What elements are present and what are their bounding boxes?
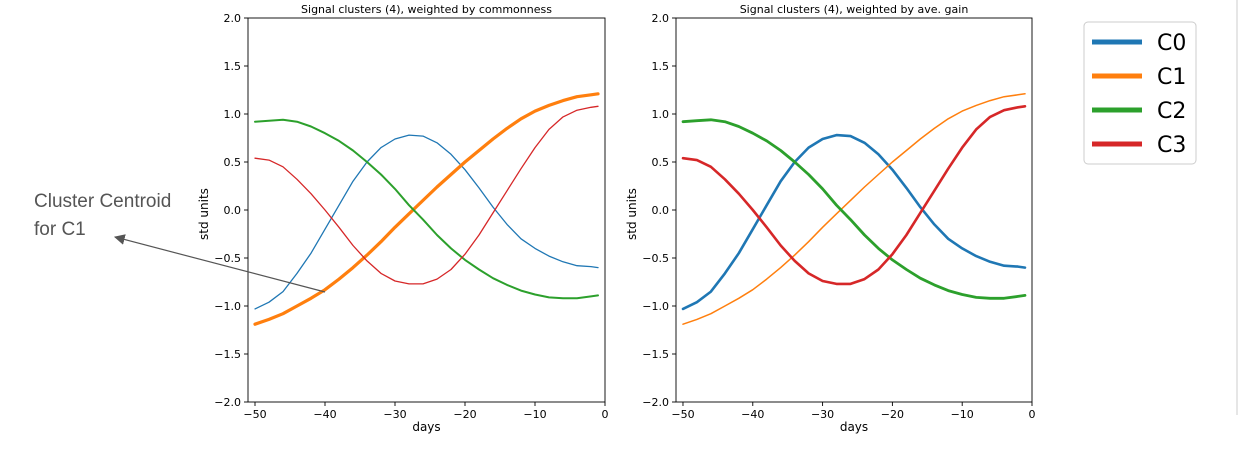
annotation-arrow bbox=[113, 234, 326, 293]
series-line-c3 bbox=[254, 105, 599, 285]
x-tick-label: −20 bbox=[453, 408, 476, 421]
x-tick-label: −30 bbox=[811, 408, 834, 421]
chart-ave-gain: −2.0 −1.5 −1.0 −0.5 0.0 0.5 1.0 1.5 2.0 −50 −40 −30… bbox=[625, 3, 1036, 434]
x-tick-label: −50 bbox=[243, 408, 266, 421]
legend: C0 C1 C2 C3 bbox=[1083, 21, 1197, 165]
x-tick-label: 0 bbox=[1029, 408, 1036, 421]
series-line-c3 bbox=[681, 105, 1027, 286]
y-tick-label: −1.0 bbox=[642, 300, 669, 313]
y-tick-label: −1.5 bbox=[642, 348, 669, 361]
y-tick-label: −2.0 bbox=[642, 396, 669, 409]
series-line-c1 bbox=[253, 92, 600, 326]
y-tick-label: −0.5 bbox=[214, 252, 241, 265]
y-tick-label: 1.0 bbox=[652, 108, 670, 121]
legend-label-c0: C0 bbox=[1157, 31, 1186, 56]
y-tick-label: 0.5 bbox=[652, 156, 670, 169]
y-axis-label: std units bbox=[625, 188, 639, 240]
y-tick-label: 1.0 bbox=[224, 108, 242, 121]
x-tick-label: −30 bbox=[383, 408, 406, 421]
series-line-c2 bbox=[681, 118, 1027, 300]
x-tick-label: −40 bbox=[313, 408, 336, 421]
annotation-line-2: for C1 bbox=[34, 219, 86, 240]
chart-title: Signal clusters (4), weighted by commonn… bbox=[301, 3, 552, 16]
x-axis-label: days bbox=[412, 420, 440, 434]
chart-title: Signal clusters (4), weighted by ave. ga… bbox=[740, 3, 969, 16]
series-line-c0 bbox=[254, 134, 599, 310]
y-tick-label: −2.0 bbox=[214, 396, 241, 409]
x-tick-label: −10 bbox=[523, 408, 546, 421]
y-tick-label: −1.0 bbox=[214, 300, 241, 313]
x-tick-label: −20 bbox=[881, 408, 904, 421]
axes-frame bbox=[247, 17, 606, 403]
scrollbar[interactable] bbox=[1236, 0, 1238, 415]
y-axis-label: std units bbox=[197, 188, 211, 240]
y-tick-label: 2.0 bbox=[652, 12, 670, 25]
y-tick-label: 0.0 bbox=[224, 204, 242, 217]
x-tick-label: −50 bbox=[671, 408, 694, 421]
legend-label-c1: C1 bbox=[1157, 65, 1186, 90]
y-tick-label: 0.0 bbox=[652, 204, 670, 217]
series-line-c1 bbox=[682, 93, 1026, 325]
annotation-line-1: Cluster Centroid bbox=[34, 191, 172, 212]
y-tick-label: 1.5 bbox=[224, 60, 242, 73]
series-line-c0 bbox=[681, 133, 1027, 311]
legend-frame bbox=[1083, 21, 1197, 165]
y-tick-label: −1.5 bbox=[214, 348, 241, 361]
legend-label-c2: C2 bbox=[1157, 99, 1186, 124]
series-line-c2 bbox=[254, 118, 599, 300]
axes-frame bbox=[675, 17, 1033, 403]
chart-commonness: −2.0 −1.5 −1.0 −0.5 0.0 0.5 1.0 1.5 2.0 −50 −40 −30… bbox=[197, 3, 609, 434]
legend-label-c3: C3 bbox=[1157, 133, 1186, 158]
y-tick-label: 2.0 bbox=[224, 12, 242, 25]
x-tick-label: −40 bbox=[741, 408, 764, 421]
x-tick-label: 0 bbox=[602, 408, 609, 421]
x-tick-label: −10 bbox=[951, 408, 974, 421]
x-axis-label: days bbox=[840, 420, 868, 434]
y-tick-label: 1.5 bbox=[652, 60, 670, 73]
annotation-text: Cluster Centroid for C1 bbox=[34, 188, 194, 244]
y-tick-label: 0.5 bbox=[224, 156, 242, 169]
y-tick-label: −0.5 bbox=[642, 252, 669, 265]
